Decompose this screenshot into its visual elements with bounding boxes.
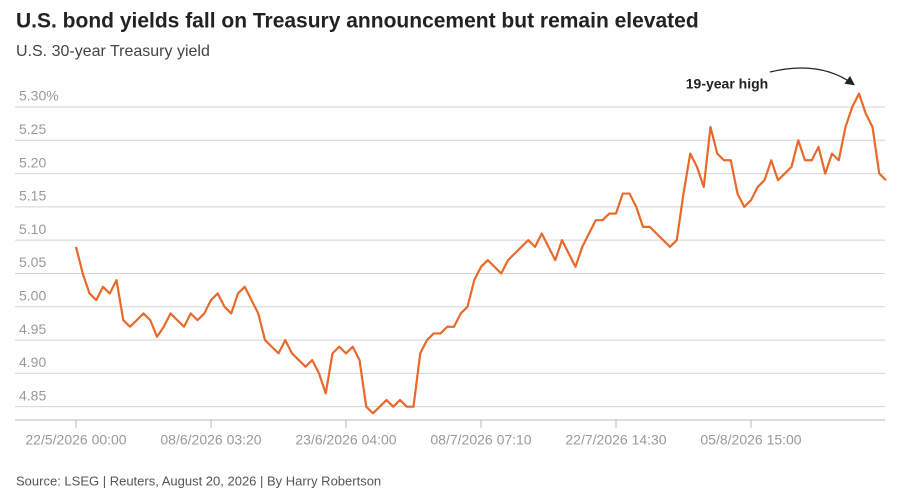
y-tick-label: 4.95 [19, 321, 46, 337]
x-tick-label: 08/7/2026 07:10 [430, 432, 531, 448]
y-tick-label: 5.05 [19, 254, 46, 270]
x-tick-label: 08/6/2026 03:20 [160, 432, 261, 448]
y-tick-label: 5.20 [19, 154, 46, 170]
x-tick-label: 22/7/2026 14:30 [565, 432, 666, 448]
chart-title: U.S. bond yields fall on Treasury announ… [16, 10, 699, 33]
source: Source: LSEG | Reuters, August 20, 2026 … [16, 473, 381, 488]
chart-subtitle: U.S. 30-year Treasury yield [16, 43, 210, 60]
y-tick-label: 5.00 [19, 287, 46, 303]
x-tick-label: 05/8/2026 15:00 [700, 432, 801, 448]
y-tick-label: 5.30% [19, 88, 59, 104]
y-tick-label: 5.15 [19, 188, 46, 204]
y-tick-label: 4.85 [19, 387, 46, 403]
y-tick-label: 5.10 [19, 221, 46, 237]
annotation: 19-year high [686, 76, 768, 92]
y-tick-label: 4.90 [19, 354, 46, 370]
x-tick-label: 23/6/2026 04:00 [295, 432, 396, 448]
y-tick-label: 5.25 [19, 121, 46, 137]
x-tick-label: 22/5/2026 00:00 [25, 432, 126, 448]
line [74, 92, 887, 415]
annotation-arrow [769, 67, 855, 86]
